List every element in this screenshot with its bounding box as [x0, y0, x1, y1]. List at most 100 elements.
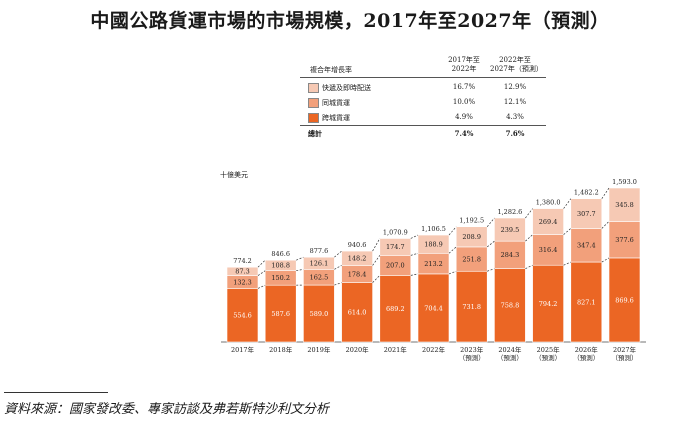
x-tick-label: 2019年 [307, 345, 331, 354]
x-tick-label: 2025年 [537, 345, 561, 354]
dashed-connector [448, 246, 457, 254]
dashed-connector [296, 269, 304, 272]
bar-value-label: 269.4 [539, 218, 558, 226]
bar-total-label: 1,482.2 [574, 189, 599, 197]
bar-value-label: 794.2 [539, 300, 558, 308]
bar-value-label: 731.8 [462, 303, 481, 311]
bar-segment [532, 208, 564, 235]
cagr-col2-header-line1: 2022年至 [499, 56, 531, 64]
bar-segment [455, 226, 488, 248]
bar-segment [264, 284, 297, 343]
bar-segment [379, 275, 412, 343]
dashed-connector [257, 270, 266, 276]
dashed-connector [525, 234, 533, 242]
legend-row-total: 總計 7.4% 7.6% [300, 127, 546, 139]
bar-value-label: 307.7 [577, 210, 596, 218]
dashed-connector [601, 221, 610, 229]
legend-top-rule [300, 77, 546, 78]
dashed-connector [296, 256, 304, 261]
bar-value-label: 377.6 [615, 236, 634, 244]
bar-segment [417, 234, 450, 254]
legend-cagr1-intracity: 10.0% [452, 98, 476, 106]
x-tick-label: 2027年 [613, 345, 637, 354]
source-rule [4, 392, 108, 393]
bar-value-label: 554.6 [233, 311, 252, 319]
x-tick-sublabel: （預測） [535, 353, 561, 362]
bar-value-label: 150.2 [271, 274, 290, 282]
cagr-col1-header-line1: 2017年至 [448, 56, 480, 64]
bar-total-label: 940.6 [348, 241, 367, 249]
bar-value-label: 108.8 [271, 262, 290, 270]
legend-cagr1-intercity: 4.9% [455, 113, 473, 121]
bar-value-label: 345.8 [615, 201, 634, 209]
dashed-connector [334, 265, 342, 270]
cagr-col1-header: 2017年至 2022年 [442, 56, 486, 74]
legend-label-intracity: 同城貨運 [322, 99, 350, 107]
x-tick-label: 2022年 [422, 345, 446, 354]
bar-segment [341, 250, 373, 266]
bar-total-label: 1,106.5 [421, 225, 446, 233]
legend-row-express: 快遞及即時配送 16.7% 12.9% [300, 81, 546, 95]
legend-cagr2-intracity: 12.1% [503, 98, 527, 106]
dashed-connector [448, 270, 457, 275]
legend-swatch-express [308, 83, 319, 93]
cagr-col1-header-line2: 2022年 [451, 65, 477, 73]
dashed-connector [334, 250, 342, 258]
bar-value-label: 213.2 [424, 260, 443, 268]
dashed-connector [372, 238, 381, 252]
bar-value-label: 347.4 [577, 242, 596, 250]
legend-cagr1-total: 7.4% [454, 129, 474, 138]
dashed-connector [487, 268, 495, 272]
x-tick-sublabel: （預測） [497, 353, 523, 362]
bar-value-label: 148.2 [348, 255, 367, 263]
unit-label: 十億美元 [220, 171, 248, 179]
dashed-connector [563, 198, 572, 209]
bar-segment [264, 259, 297, 271]
bar-value-label: 174.7 [386, 243, 405, 251]
legend-bottom-rule [300, 125, 546, 126]
dashed-connector [563, 228, 572, 235]
bar-segment [608, 221, 641, 259]
bar-total-label: 774.2 [233, 257, 252, 265]
bar-segment [455, 270, 488, 343]
x-tick-sublabel: （預測） [459, 353, 485, 362]
legend-cagr2-intercity: 4.3% [506, 113, 524, 121]
bar-value-label: 178.4 [348, 270, 367, 278]
dashed-connector [334, 282, 342, 286]
legend-swatch-intracity [308, 98, 319, 108]
x-tick-label: 2023年 [460, 345, 484, 354]
dashed-connector [486, 240, 495, 248]
bar-value-label: 614.0 [348, 309, 367, 317]
legend-cagr1-express: 16.7% [452, 83, 476, 91]
bar-segment [494, 268, 526, 343]
dashed-connector [563, 261, 571, 266]
bar-value-label: 587.6 [271, 310, 290, 318]
x-tick-sublabel: （預測） [612, 353, 638, 362]
bar-segment [608, 187, 641, 222]
dashed-connector [257, 259, 266, 268]
bar-total-label: 1,380.0 [536, 199, 561, 207]
bar-total-label: 846.6 [271, 250, 290, 258]
bar-value-label: 132.3 [233, 278, 252, 286]
dashed-connector [525, 208, 533, 219]
bar-segment [608, 257, 641, 343]
bar-value-label: 207.0 [386, 262, 405, 270]
dashed-connector [601, 187, 610, 199]
bar-segment [417, 273, 450, 343]
bar-total-label: 877.6 [310, 247, 329, 255]
bar-segment [226, 288, 259, 343]
legend-label-intercity: 跨城貨運 [322, 114, 350, 122]
bar-segment [570, 261, 603, 343]
legend-cagr2-total: 7.6% [505, 129, 525, 138]
legend-label-total: 總計 [308, 129, 322, 138]
bar-segment [570, 228, 603, 263]
bar-value-label: 239.5 [501, 226, 520, 234]
cagr-col2-header-line2: 2027年（預測） [490, 65, 543, 73]
bar-segment [303, 256, 335, 270]
legend-row-intracity: 同城貨運 10.0% 12.1% [300, 96, 546, 110]
bar-total-label: 1,593.0 [612, 178, 637, 186]
dashed-connector [486, 217, 495, 227]
bar-value-label: 589.0 [310, 310, 329, 318]
dashed-connector [410, 234, 419, 239]
